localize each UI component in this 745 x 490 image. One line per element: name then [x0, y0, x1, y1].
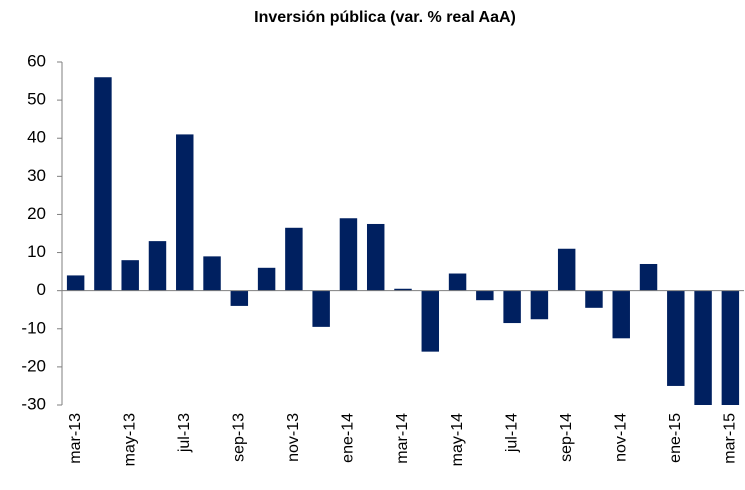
bar	[257, 267, 276, 291]
bar	[230, 290, 249, 306]
x-tick-label: sep-14	[558, 413, 575, 462]
bar	[203, 256, 221, 291]
x-tick-label: nov-13	[285, 413, 302, 462]
y-tick-label: -30	[21, 394, 46, 413]
x-tick-label: jul-14	[503, 413, 520, 453]
chart-title: Inversión pública (var. % real AaA)	[254, 9, 516, 26]
x-tick-label: jul-13	[176, 413, 193, 453]
x-tick-label: nov-14	[612, 413, 629, 462]
bar	[366, 223, 385, 291]
bar	[476, 290, 494, 301]
bar	[148, 241, 167, 291]
bar	[557, 248, 576, 291]
x-tick-label: sep-13	[231, 413, 248, 462]
bar	[612, 290, 630, 339]
y-tick-label: 40	[27, 128, 46, 147]
bar	[394, 288, 412, 291]
y-tick-label: 30	[27, 166, 46, 185]
x-tick-label: mar-14	[394, 413, 411, 464]
bar	[639, 263, 658, 291]
bar	[667, 290, 685, 386]
bar	[285, 227, 303, 291]
y-tick-label: 0	[37, 280, 46, 299]
bar	[585, 290, 603, 308]
y-tick-label: 20	[27, 204, 46, 223]
bar	[530, 290, 549, 320]
bar	[448, 273, 467, 291]
y-tick-label: -20	[21, 356, 46, 375]
x-tick-label: mar-15	[722, 413, 739, 464]
bar	[421, 290, 440, 352]
x-tick-label: may-13	[121, 413, 138, 466]
bar	[721, 290, 740, 405]
bar	[503, 290, 521, 324]
x-tick-label: mar-13	[67, 413, 84, 464]
x-tick-label: may-14	[449, 413, 466, 466]
x-tick-label: ene-14	[340, 413, 357, 463]
bar	[694, 290, 712, 405]
y-tick-label: 60	[27, 51, 46, 70]
y-tick-label: 50	[27, 90, 46, 109]
x-tick-label: ene-15	[667, 413, 684, 463]
y-tick-label: -10	[21, 318, 46, 337]
bar	[176, 134, 194, 291]
bar	[339, 218, 358, 291]
bar	[66, 275, 85, 291]
y-tick-label: 10	[27, 242, 46, 261]
bar	[94, 77, 112, 291]
bar	[312, 290, 330, 327]
bar	[121, 260, 139, 291]
